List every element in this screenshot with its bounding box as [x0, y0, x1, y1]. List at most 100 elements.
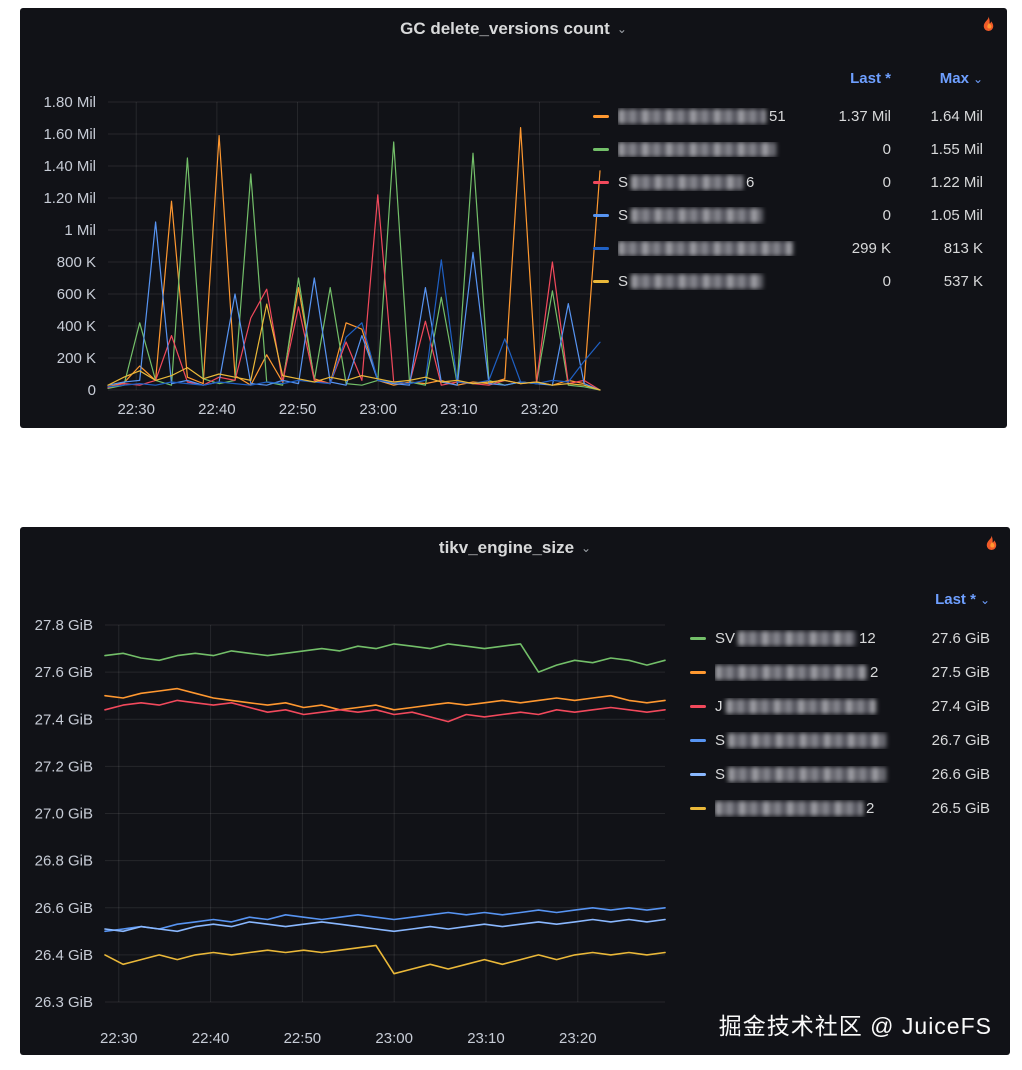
legend-header: Last * Max ⌄: [593, 64, 983, 92]
y-axis-tick-label: 27.8 GiB: [35, 617, 93, 634]
chevron-down-icon: ⌄: [972, 71, 983, 86]
y-axis-tick-label: 600 K: [57, 286, 96, 303]
legend-max-value: 813 K: [943, 240, 983, 257]
legend-column-max[interactable]: Max ⌄: [939, 69, 983, 87]
series-color-swatch: [690, 738, 706, 742]
panel-title[interactable]: GC delete_versions count: [400, 19, 610, 38]
blurred-series-name: [738, 630, 857, 646]
series-name-redacted: 2: [715, 800, 905, 817]
series-name-redacted: S: [618, 207, 801, 224]
x-axis-tick-label: 22:40: [192, 1030, 230, 1047]
series-name-visible-prefix: SV: [715, 629, 736, 647]
blurred-series-name: [631, 175, 744, 190]
legend-last-value: 27.4 GiB: [931, 697, 990, 715]
legend-row[interactable]: S 0 537 K: [593, 265, 983, 298]
watermark-text: 掘金技术社区 @ JuiceFS: [718, 1013, 992, 1039]
legend-row[interactable]: 2 26.5 GiB: [690, 791, 990, 825]
y-axis-tick-label: 1.40 Mil: [43, 158, 96, 175]
x-axis-tick-label: 23:10: [467, 1030, 505, 1047]
series-line-redacted-yellow: [107, 303, 601, 391]
legend-row[interactable]: 2 27.5 GiB: [690, 655, 990, 689]
blurred-series-name: [618, 109, 766, 124]
series-name-visible-suffix: 2: [866, 799, 875, 817]
legend-max-value: 1.55 Mil: [930, 141, 983, 158]
y-axis-tick-label: 27.2 GiB: [35, 758, 93, 775]
y-axis-tick-label: 200 K: [57, 350, 96, 367]
y-axis-tick-label: 0: [88, 382, 96, 399]
blurred-series-name: [725, 698, 876, 714]
x-axis-tick-label: 22:50: [284, 1030, 322, 1047]
y-axis-tick-label: 26.8 GiB: [35, 853, 93, 870]
x-axis-tick-label: 22:30: [117, 401, 155, 418]
legend-row[interactable]: 299 K 813 K: [593, 232, 983, 265]
series-name-visible-suffix: 12: [859, 629, 876, 647]
blurred-series-name: [618, 142, 776, 157]
series-name-redacted: 2: [715, 664, 905, 681]
legend-row[interactable]: 0 1.55 Mil: [593, 133, 983, 166]
legend-last-value: 299 K: [851, 240, 891, 257]
series-color-swatch: [593, 247, 609, 250]
blurred-series-name: [631, 274, 764, 289]
x-axis-tick-label: 23:10: [440, 401, 478, 418]
legend-max-value: 1.64 Mil: [930, 108, 983, 125]
legend-column-last[interactable]: Last *: [850, 69, 891, 87]
legend-table: Last * Max ⌄ 51 1.37 Mil 1.64 Mil 0 1.55 Mil S…: [593, 64, 983, 298]
series-color-swatch: [690, 670, 706, 674]
y-axis-tick-label: 1 Mil: [64, 222, 96, 239]
legend-last-value: 0: [882, 273, 891, 290]
series-color-swatch: [593, 148, 609, 151]
legend-last-value: 0: [882, 207, 891, 224]
blurred-series-name: [631, 208, 764, 223]
series-color-swatch: [690, 704, 706, 708]
legend-last-value: 1.37 Mil: [838, 108, 891, 125]
legend-row[interactable]: S 26.7 GiB: [690, 723, 990, 757]
series-name-redacted: J: [715, 698, 905, 715]
x-axis-tick-label: 23:20: [559, 1030, 597, 1047]
legend-row[interactable]: SV 12 27.6 GiB: [690, 621, 990, 655]
series-line-redacted-red: [104, 699, 666, 723]
legend-column-last[interactable]: Last * ⌄: [935, 590, 990, 608]
series-name-redacted: SV 12: [715, 630, 905, 647]
series-name-redacted: [618, 142, 801, 157]
x-axis-tick-label: 22:30: [100, 1030, 138, 1047]
series-name-redacted: S: [618, 273, 801, 290]
series-name-redacted: S: [715, 766, 905, 783]
series-color-swatch: [593, 214, 609, 217]
series-name-redacted: 51: [618, 108, 801, 125]
y-axis-tick-label: 27.0 GiB: [35, 806, 93, 823]
time-series-chart-tikv[interactable]: 27.8 GiB 27.6 GiB 27.4 GiB 27.2 GiB 27.0 GiB…: [20, 597, 700, 1055]
chevron-down-icon[interactable]: ⌄: [616, 22, 627, 36]
chevron-down-icon[interactable]: ⌄: [581, 541, 592, 555]
series-color-swatch: [690, 806, 706, 810]
series-color-swatch: [593, 115, 609, 118]
legend-row[interactable]: S 26.6 GiB: [690, 757, 990, 791]
series-name-visible-prefix: J: [715, 697, 723, 715]
legend-row[interactable]: S 6 0 1.22 Mil: [593, 166, 983, 199]
series-name-redacted: S: [715, 732, 905, 749]
series-name-visible-prefix: S: [715, 765, 726, 783]
x-axis-tick-label: 22:40: [198, 401, 236, 418]
y-axis-tick-label: 1.20 Mil: [43, 190, 96, 207]
series-line-redacted-green: [104, 643, 666, 673]
legend-last-value: 0: [882, 141, 891, 158]
series-color-swatch: [593, 181, 609, 184]
panel-title[interactable]: tikv_engine_size: [438, 538, 575, 557]
series-line-redacted-blue: [104, 906, 666, 933]
legend-table: Last * ⌄ SV 12 27.6 GiB 2 27.5 GiB J 27.4 GiB S 2…: [690, 585, 990, 825]
grafana-logo-icon: [982, 534, 1001, 553]
series-color-swatch: [690, 636, 706, 640]
series-line-redacted-dark-blue: [107, 259, 601, 388]
time-series-chart-gc[interactable]: 1.80 Mil 1.60 Mil 1.40 Mil 1.20 Mil 1 Mil 800…: [20, 52, 620, 428]
x-axis-tick-label: 22:50: [279, 401, 317, 418]
panel-header: tikv_engine_size ⌄: [20, 527, 1010, 569]
legend-last-value: 27.5 GiB: [931, 663, 990, 681]
legend-row[interactable]: 51 1.37 Mil 1.64 Mil: [593, 100, 983, 133]
blurred-series-name: [618, 241, 793, 256]
legend-row[interactable]: J 27.4 GiB: [690, 689, 990, 723]
legend-last-value: 26.7 GiB: [931, 731, 990, 749]
legend-row[interactable]: S 0 1.05 Mil: [593, 199, 983, 232]
x-axis-tick-label: 23:20: [521, 401, 559, 418]
y-axis-tick-label: 1.60 Mil: [43, 126, 96, 143]
series-line-redacted-green: [107, 141, 601, 391]
